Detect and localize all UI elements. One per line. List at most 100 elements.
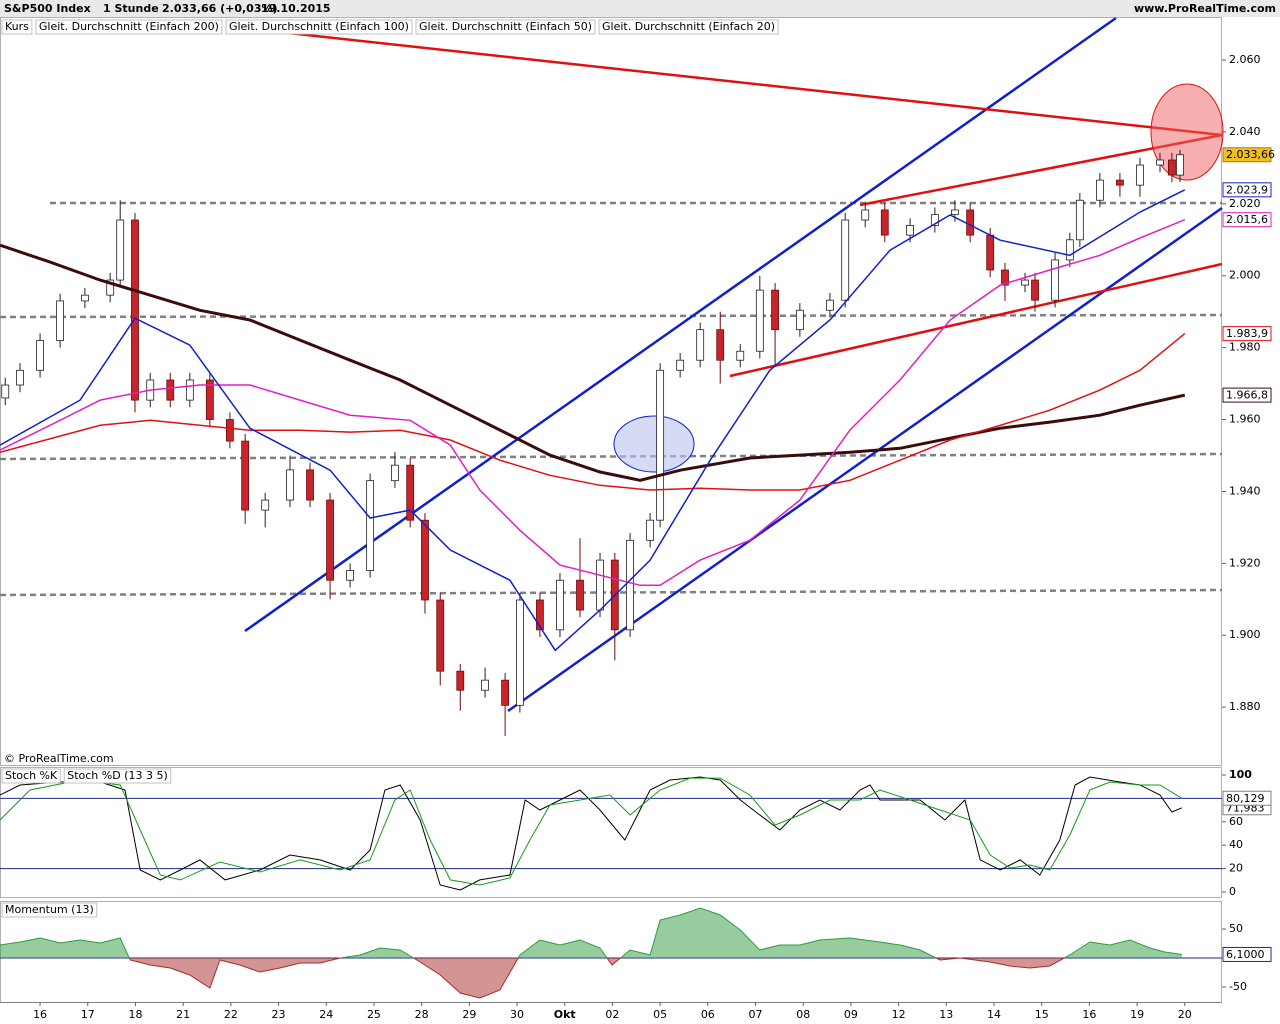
candle-body [906,225,914,236]
moving-average [0,333,1186,491]
x-tick-label: 28 [415,1008,429,1021]
legend-entry: Gleit. Durchschnitt (Einfach 200) [39,20,219,33]
wedge-line [729,262,1223,378]
price-tag: 2.023,9 [1226,183,1268,196]
legend-entry: Gleit. Durchschnitt (Einfach 20) [602,20,775,33]
candle-body [166,379,175,401]
x-tick-label: 17 [81,1008,95,1021]
candle-body [755,289,764,352]
candle-body [950,209,959,216]
legend-box [63,768,172,784]
price-tag-box [1222,182,1272,198]
x-tick-label: 21 [176,1008,190,1021]
site: www.ProRealTime.com [1134,2,1276,15]
candle-body [436,599,445,672]
y-tick-label: 1.880 [1229,700,1261,713]
candle-body [841,219,850,301]
y-tick-label: 100 [1229,768,1252,781]
y-tick-label: 50 [1229,922,1243,935]
candle-body [696,329,705,361]
candle-body [1176,154,1184,176]
x-tick-label: 02 [605,1008,619,1021]
x-tick-label: 20 [1178,1008,1192,1021]
candle-body [596,559,604,611]
x-tick-label: 19 [1130,1008,1144,1021]
legend-box [1,19,33,35]
x-tick-label: 06 [701,1008,715,1021]
candle-body [966,209,975,236]
price-tag: 6,1000 [1226,948,1265,961]
candle-body [185,379,194,401]
y-tick-label: 1.900 [1229,628,1261,641]
x-tick-label: 12 [892,1008,906,1021]
price-tag-box [1222,212,1272,228]
y-tick-label: 2.040 [1229,125,1261,138]
candle-body [1168,159,1176,176]
legend-entry: Kurs [5,20,29,33]
indicator-line [0,776,1183,891]
legend-entry: Momentum (13) [5,903,94,916]
candle-body [1136,164,1144,186]
price-tag-box [1222,326,1272,342]
support-line [0,313,1223,319]
candle-body [646,519,655,541]
y-tick-label: 1.940 [1229,484,1261,497]
price-tag-box [1222,147,1272,163]
legend-box [35,19,223,35]
annotations [0,16,1224,713]
candle-body [36,340,44,371]
candle-body [406,464,415,521]
candle-body [861,209,870,221]
x-tick-label: 16 [33,1008,47,1021]
x-tick-label: 24 [319,1008,333,1021]
x-tick-label: 15 [1035,1008,1049,1021]
panel-frame [0,17,1222,766]
candle-body [880,209,889,236]
legend-entry: Stoch %D (13 3 5) [67,769,168,782]
area-fill [0,908,1182,998]
date: 19.10.2015 [261,2,331,15]
price-tag: 80,129 [1226,792,1265,805]
candle-body [226,419,234,442]
candle-body [1075,199,1084,241]
legend-entry: Gleit. Durchschnitt (Einfach 100) [229,20,409,33]
x-tick-label: 08 [796,1008,810,1021]
y-tick-label: 2.060 [1229,53,1261,66]
candle-body [930,214,939,226]
x-tick-label: 30 [510,1008,524,1021]
legend-box [415,19,596,35]
legend-box [1,768,61,784]
indicator-line [0,777,1183,886]
highlight [613,415,695,473]
support-line [0,452,1223,461]
x-tick-label: 07 [749,1008,763,1021]
candle-body [346,570,354,581]
indicator-line [0,907,1182,999]
candle-body [205,379,214,420]
candle-body [656,369,665,521]
candle-body [1001,269,1009,286]
candle-body [421,519,429,601]
y-tick-label: 1.960 [1229,413,1261,426]
price-tag-box [1222,387,1272,403]
interval: 1 Stunde [103,2,159,15]
candle-body [481,679,489,691]
x-tick-label: 09 [844,1008,858,1021]
candle-body [306,469,314,501]
candle-body [1065,239,1074,261]
candle-body [56,300,64,341]
candle-body [16,369,24,386]
x-tick-label: 29 [462,1008,476,1021]
y-tick-label: 40 [1229,838,1243,851]
candle-body [515,599,524,706]
y-tick-label: 1.980 [1229,341,1261,354]
candle-body [771,289,779,331]
moving-average [0,243,1186,482]
highlight [1150,83,1224,181]
candle-body [1116,179,1124,186]
x-tick-label: 23 [272,1008,286,1021]
resistance-line [269,29,1223,137]
